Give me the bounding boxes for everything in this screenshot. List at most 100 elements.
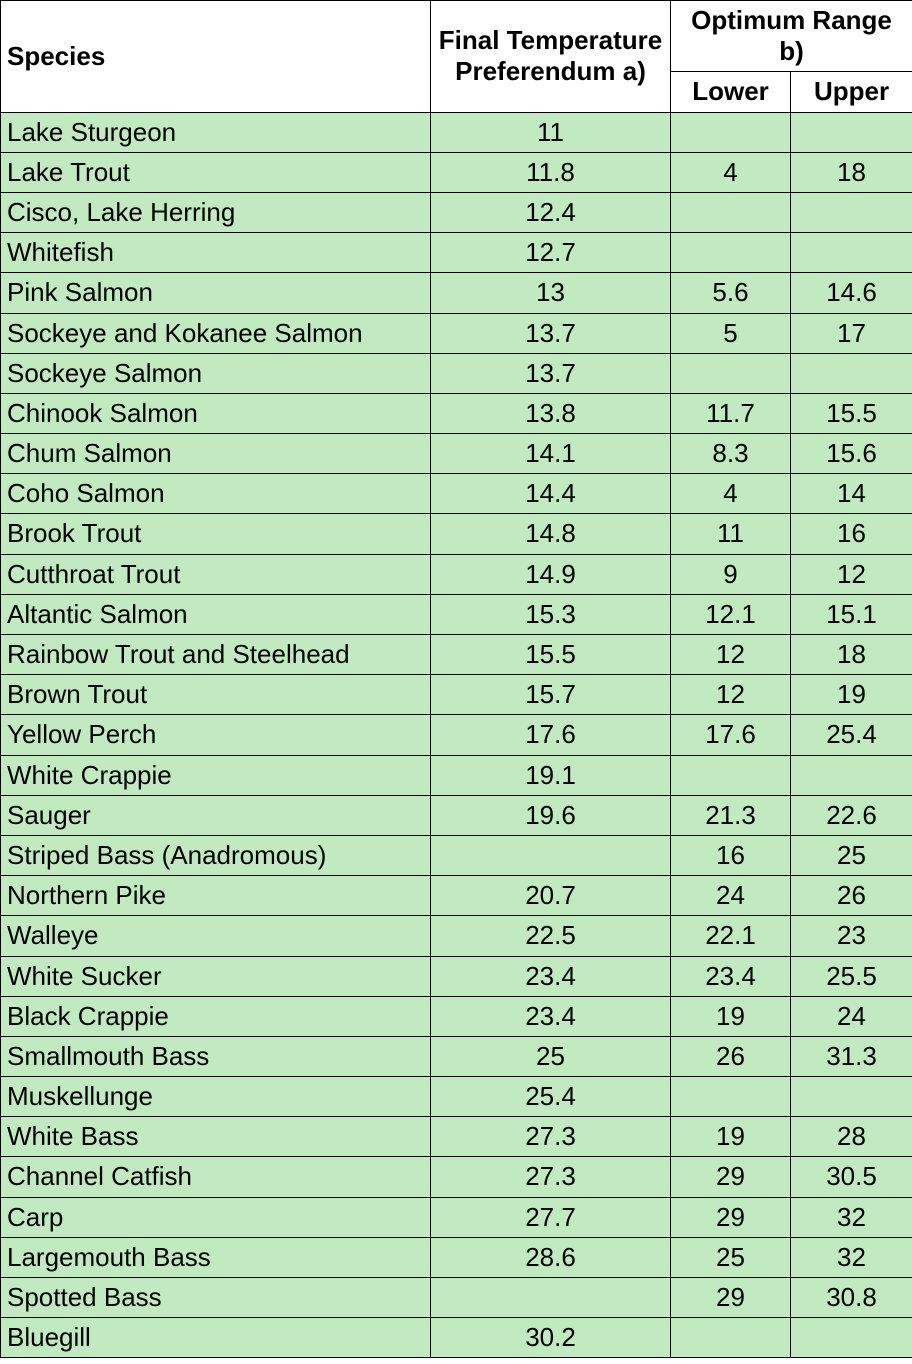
cell-upper: 17 bbox=[791, 313, 912, 353]
cell-preferendum: 15.3 bbox=[431, 594, 671, 634]
cell-species: Spotted Bass bbox=[1, 1278, 431, 1318]
cell-species: Northern Pike bbox=[1, 876, 431, 916]
cell-species: Sauger bbox=[1, 795, 431, 835]
cell-lower: 4 bbox=[671, 474, 791, 514]
cell-lower: 11.7 bbox=[671, 393, 791, 433]
cell-preferendum: 13.7 bbox=[431, 353, 671, 393]
table-row: Yellow Perch17.617.625.4 bbox=[1, 715, 912, 755]
cell-upper: 26 bbox=[791, 876, 912, 916]
table-row: Brook Trout14.81116 bbox=[1, 514, 912, 554]
table-row: Brown Trout15.71219 bbox=[1, 675, 912, 715]
cell-upper: 25.5 bbox=[791, 956, 912, 996]
cell-lower bbox=[671, 353, 791, 393]
table-row: White Crappie19.1 bbox=[1, 755, 912, 795]
cell-lower: 26 bbox=[671, 1036, 791, 1076]
cell-preferendum: 12.7 bbox=[431, 233, 671, 273]
cell-upper: 24 bbox=[791, 996, 912, 1036]
cell-preferendum: 14.1 bbox=[431, 434, 671, 474]
cell-species: Walleye bbox=[1, 916, 431, 956]
table-row: Lake Sturgeon11 bbox=[1, 112, 912, 152]
cell-upper: 31.3 bbox=[791, 1036, 912, 1076]
cell-species: Striped Bass (Anadromous) bbox=[1, 835, 431, 875]
cell-lower: 16 bbox=[671, 835, 791, 875]
table-row: Spotted Bass2930.8 bbox=[1, 1278, 912, 1318]
cell-lower: 24 bbox=[671, 876, 791, 916]
cell-preferendum: 25 bbox=[431, 1036, 671, 1076]
cell-preferendum bbox=[431, 835, 671, 875]
cell-lower bbox=[671, 1318, 791, 1358]
cell-preferendum: 27.3 bbox=[431, 1157, 671, 1197]
cell-preferendum: 23.4 bbox=[431, 996, 671, 1036]
cell-preferendum: 27.7 bbox=[431, 1197, 671, 1237]
table-row: Rainbow Trout and Steelhead15.51218 bbox=[1, 635, 912, 675]
cell-lower: 29 bbox=[671, 1197, 791, 1237]
cell-species: White Crappie bbox=[1, 755, 431, 795]
cell-upper: 23 bbox=[791, 916, 912, 956]
cell-species: Coho Salmon bbox=[1, 474, 431, 514]
col-header-species: Species bbox=[1, 1, 431, 113]
cell-preferendum: 28.6 bbox=[431, 1237, 671, 1277]
cell-species: Cutthroat Trout bbox=[1, 554, 431, 594]
cell-lower: 22.1 bbox=[671, 916, 791, 956]
table-row: Striped Bass (Anadromous)1625 bbox=[1, 835, 912, 875]
cell-upper: 15.1 bbox=[791, 594, 912, 634]
cell-preferendum: 13.7 bbox=[431, 313, 671, 353]
cell-species: Cisco, Lake Herring bbox=[1, 192, 431, 232]
table-row: Pink Salmon135.614.6 bbox=[1, 273, 912, 313]
cell-preferendum: 13 bbox=[431, 273, 671, 313]
table-row: Channel Catfish27.32930.5 bbox=[1, 1157, 912, 1197]
cell-preferendum: 17.6 bbox=[431, 715, 671, 755]
cell-lower bbox=[671, 1077, 791, 1117]
cell-upper: 12 bbox=[791, 554, 912, 594]
cell-lower: 12 bbox=[671, 675, 791, 715]
cell-preferendum bbox=[431, 1278, 671, 1318]
cell-species: Rainbow Trout and Steelhead bbox=[1, 635, 431, 675]
cell-upper bbox=[791, 1318, 912, 1358]
cell-species: Brook Trout bbox=[1, 514, 431, 554]
cell-preferendum: 11 bbox=[431, 112, 671, 152]
cell-preferendum: 12.4 bbox=[431, 192, 671, 232]
cell-lower: 29 bbox=[671, 1157, 791, 1197]
cell-upper bbox=[791, 192, 912, 232]
cell-lower bbox=[671, 112, 791, 152]
table-row: Sauger19.621.322.6 bbox=[1, 795, 912, 835]
cell-preferendum: 11.8 bbox=[431, 152, 671, 192]
cell-lower: 29 bbox=[671, 1278, 791, 1318]
cell-preferendum: 20.7 bbox=[431, 876, 671, 916]
col-header-upper: Upper bbox=[791, 72, 912, 112]
table-row: White Sucker23.423.425.5 bbox=[1, 956, 912, 996]
cell-upper: 15.6 bbox=[791, 434, 912, 474]
cell-preferendum: 15.5 bbox=[431, 635, 671, 675]
table-header: Species Final Temperature Preferendum a)… bbox=[1, 1, 912, 113]
table-row: Sockeye and Kokanee Salmon13.7517 bbox=[1, 313, 912, 353]
cell-species: Brown Trout bbox=[1, 675, 431, 715]
cell-species: Muskellunge bbox=[1, 1077, 431, 1117]
cell-preferendum: 27.3 bbox=[431, 1117, 671, 1157]
table-row: Coho Salmon14.4414 bbox=[1, 474, 912, 514]
table-row: Largemouth Bass28.62532 bbox=[1, 1237, 912, 1277]
cell-lower: 4 bbox=[671, 152, 791, 192]
cell-lower: 21.3 bbox=[671, 795, 791, 835]
cell-species: Smallmouth Bass bbox=[1, 1036, 431, 1076]
cell-species: Carp bbox=[1, 1197, 431, 1237]
cell-upper bbox=[791, 112, 912, 152]
cell-species: Lake Trout bbox=[1, 152, 431, 192]
table-row: Muskellunge25.4 bbox=[1, 1077, 912, 1117]
cell-preferendum: 14.8 bbox=[431, 514, 671, 554]
cell-species: Whitefish bbox=[1, 233, 431, 273]
col-header-preferendum: Final Temperature Preferendum a) bbox=[431, 1, 671, 113]
cell-lower: 11 bbox=[671, 514, 791, 554]
cell-lower: 12.1 bbox=[671, 594, 791, 634]
table-body: Lake Sturgeon11Lake Trout11.8418Cisco, L… bbox=[1, 112, 912, 1358]
table-row: Bluegill30.2 bbox=[1, 1318, 912, 1358]
cell-upper: 22.6 bbox=[791, 795, 912, 835]
table-row: Walleye22.522.123 bbox=[1, 916, 912, 956]
cell-species: White Bass bbox=[1, 1117, 431, 1157]
table-row: Chinook Salmon13.811.715.5 bbox=[1, 393, 912, 433]
cell-lower: 17.6 bbox=[671, 715, 791, 755]
cell-lower: 9 bbox=[671, 554, 791, 594]
cell-lower: 5.6 bbox=[671, 273, 791, 313]
cell-species: White Sucker bbox=[1, 956, 431, 996]
cell-species: Black Crappie bbox=[1, 996, 431, 1036]
cell-upper: 15.5 bbox=[791, 393, 912, 433]
